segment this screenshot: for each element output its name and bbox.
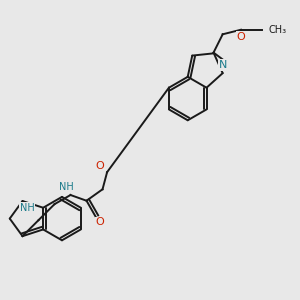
Text: N: N xyxy=(218,60,227,70)
Text: O: O xyxy=(96,161,105,171)
Text: CH₃: CH₃ xyxy=(268,25,286,35)
Text: O: O xyxy=(237,32,245,42)
Text: NH: NH xyxy=(20,203,34,213)
Text: NH: NH xyxy=(58,182,73,192)
Text: O: O xyxy=(96,218,105,227)
